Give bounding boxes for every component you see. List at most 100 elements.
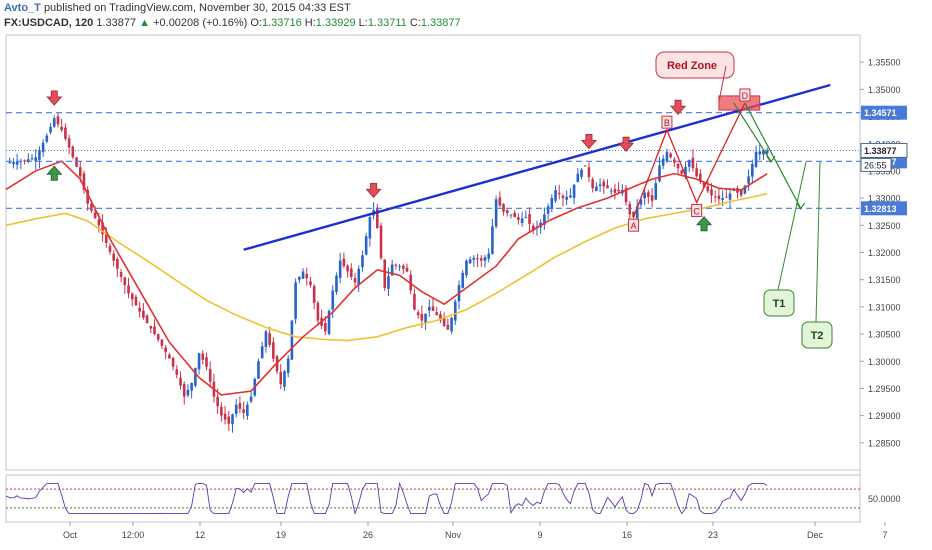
candle-body [591, 179, 594, 189]
candle-body [153, 326, 156, 335]
candle-body [498, 197, 502, 206]
candle-body [335, 275, 338, 293]
candle-body [60, 126, 63, 131]
candle-body [134, 296, 138, 306]
y-tick-label: 1.35000 [868, 85, 901, 95]
candle-body [116, 259, 119, 269]
candle-body [379, 225, 383, 258]
candle-body [279, 371, 283, 385]
author-name[interactable]: Avto_T [4, 2, 41, 14]
candle-body [268, 333, 271, 345]
candle-body [643, 192, 646, 199]
down-arrow-icon [617, 136, 635, 152]
candle-body [56, 116, 60, 125]
candle-body [246, 404, 249, 416]
candle-body [231, 414, 234, 425]
candle-body [49, 126, 52, 133]
candle-body [580, 169, 583, 177]
candle-body [327, 310, 331, 335]
candle-body [420, 313, 424, 321]
candle-body [175, 369, 179, 375]
candle-body [691, 157, 695, 169]
zone-callout [655, 51, 735, 79]
candle-body [702, 181, 706, 188]
candle-body [531, 225, 535, 231]
candle-body [346, 265, 349, 272]
publish-line: Avto_T published on TradingView.com, Nov… [4, 2, 351, 14]
down-arrow-icon [365, 182, 382, 199]
level-label: 1.32813 [864, 204, 897, 214]
candle-body [476, 258, 479, 260]
candle-body [52, 118, 56, 127]
candle-body [257, 361, 260, 379]
candle-body [342, 258, 346, 267]
rsi-level-label: 50.0000 [868, 494, 901, 504]
candle-body [509, 214, 513, 216]
candle-body [517, 217, 520, 220]
abcd-pattern [632, 102, 746, 218]
last-price: 1.33877 [96, 17, 137, 29]
candle-body [572, 184, 576, 198]
candle-body [190, 383, 193, 391]
candle-body [595, 186, 598, 191]
level-badge [861, 105, 907, 120]
candle-body [312, 286, 316, 303]
x-tick-label: 7 [882, 530, 887, 540]
t2-callout-label: T2 [811, 330, 824, 342]
candle-body [350, 268, 353, 277]
candle-body [624, 188, 628, 203]
candle-body [34, 157, 38, 162]
candle-body [569, 195, 572, 198]
candle-body [725, 196, 728, 198]
candle-body [168, 354, 171, 359]
candle-body [264, 331, 268, 348]
pattern-point-label: D [742, 91, 749, 101]
candle-body [208, 369, 212, 382]
candle-body [272, 342, 275, 359]
candle-body [617, 189, 620, 192]
candle-body [658, 165, 661, 182]
symbol-label: FX:USDCAD, 120 [4, 17, 94, 29]
x-tick-label: 12:00 [122, 530, 145, 540]
red-zone [718, 95, 761, 111]
x-tick-label: 16 [622, 530, 632, 540]
ohlc-line: FX:USDCAD, 120 1.33877 ▲ +0.00208 (+0.16… [4, 17, 461, 29]
countdown-label: 26:55 [864, 160, 887, 170]
candle-body [123, 277, 127, 286]
candle-body [543, 214, 546, 225]
target-arrowhead [796, 202, 806, 210]
candle-body [446, 324, 450, 330]
candle-body [15, 161, 19, 165]
candle-body [171, 357, 175, 367]
close-label: C: [409, 17, 421, 29]
candle-body [427, 306, 431, 311]
x-tick-label: 23 [708, 530, 718, 540]
t1-callout-pointer [777, 161, 807, 291]
candle-body [305, 273, 309, 279]
price-badge [860, 142, 908, 158]
down-arrow-icon [669, 99, 687, 115]
candle-body [104, 232, 108, 243]
candle-body [413, 293, 416, 310]
candle-body [242, 409, 245, 413]
candle-body [747, 176, 750, 184]
candle-body [528, 214, 531, 224]
high-value: 1.33929 [315, 17, 356, 29]
candle-body [639, 199, 643, 205]
candle-body [606, 185, 609, 189]
pattern-point-box [661, 115, 673, 129]
candle-body [491, 226, 494, 254]
candle-body [301, 271, 305, 279]
candle-body [699, 173, 702, 182]
candle-body [194, 368, 197, 386]
close-value: 1.33877 [420, 17, 461, 29]
candle-body [249, 396, 253, 402]
candle-body [82, 173, 86, 190]
candle-body [583, 165, 587, 167]
candle-body [398, 266, 401, 268]
candle-body [45, 135, 49, 142]
candle-body [453, 301, 457, 321]
candle-body [706, 186, 710, 192]
up-arrow-icon [695, 216, 713, 232]
